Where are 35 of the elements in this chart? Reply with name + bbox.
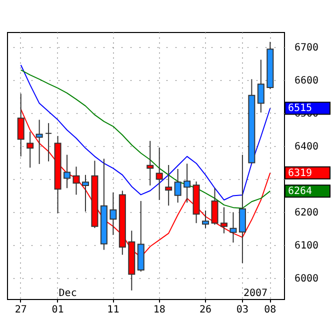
- annotation: Dec: [58, 288, 77, 299]
- candlestick: [230, 212, 237, 244]
- candlestick: [156, 147, 163, 200]
- candlestick: [36, 119, 43, 165]
- data-label: 6319: [288, 168, 312, 179]
- x-tick-label: 27: [14, 304, 27, 316]
- candlestick: [174, 168, 182, 204]
- y-tick-label: 6400: [294, 142, 319, 153]
- candlestick: [211, 188, 218, 226]
- data-label: 6515: [288, 103, 312, 114]
- candlestick: [26, 131, 34, 168]
- candlestick: [82, 174, 89, 212]
- candlestick: [220, 206, 228, 234]
- x-tick-label: 03: [236, 304, 248, 316]
- candlestick: [45, 122, 52, 162]
- y-tick-label: 6000: [294, 274, 319, 285]
- annotation: 2007: [243, 288, 268, 299]
- candlestick: [146, 140, 154, 186]
- candlestick: [110, 192, 117, 236]
- x-tick-label: 08: [264, 304, 276, 316]
- data-label: 6264: [288, 186, 312, 198]
- candlestick: [72, 166, 80, 196]
- y-tick-label: 6100: [294, 240, 319, 252]
- x-tick-label: 11: [107, 304, 120, 316]
- candlestick: [165, 164, 172, 206]
- x-tick-label: 18: [153, 304, 166, 316]
- candlestick: [64, 154, 71, 189]
- x-tick-label: 01: [52, 304, 64, 316]
- candlestick: [202, 210, 210, 229]
- y-tick-label: 6600: [294, 76, 319, 87]
- y-tick-label: 6200: [294, 208, 319, 219]
- candlestick: [184, 163, 191, 204]
- x-tick-label: 26: [199, 304, 212, 316]
- y-tick-label: 6700: [294, 42, 319, 54]
- candlestick: [257, 59, 264, 114]
